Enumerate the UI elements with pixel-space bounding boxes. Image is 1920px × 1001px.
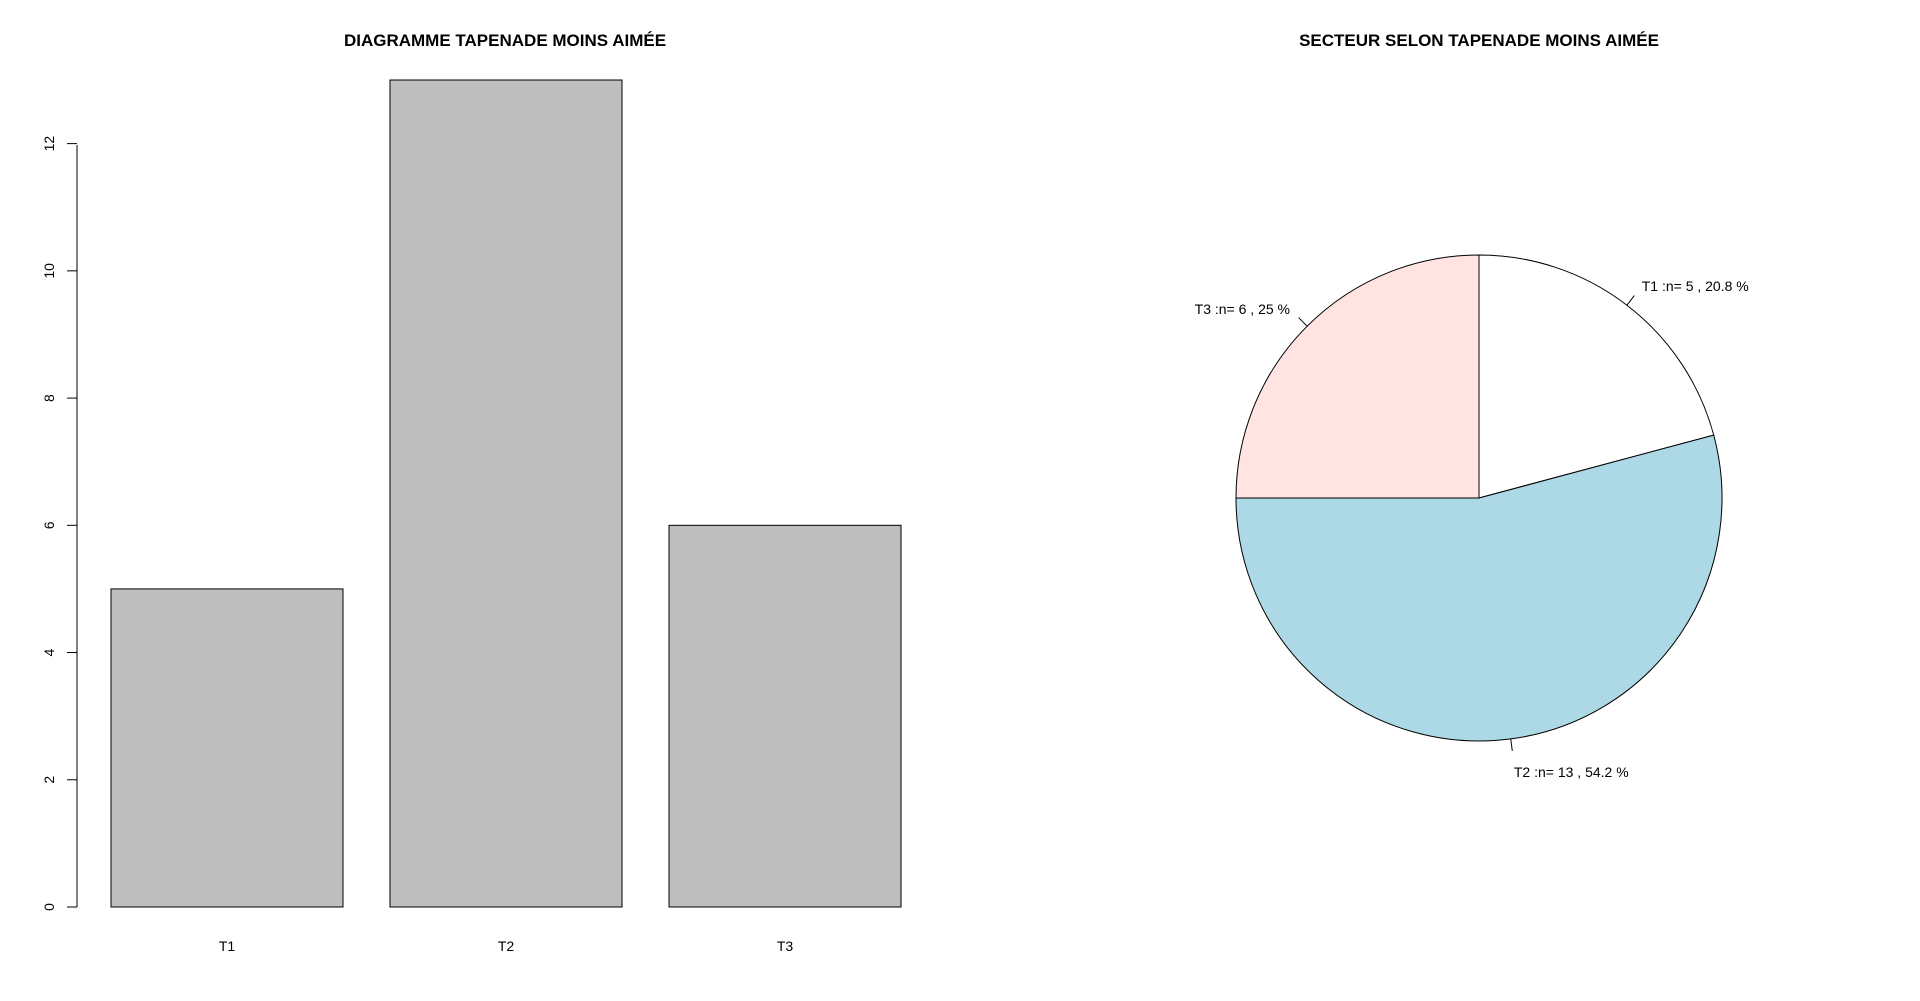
y-tick-label: 8 <box>41 394 57 402</box>
pie-slice-t3 <box>1235 254 1480 499</box>
pie-slices <box>1235 254 1723 742</box>
pie-labels: T1 :n= 5 , 20.8 % T2 :n= 13 , 54.2 % T3 :n… <box>1195 278 1749 780</box>
y-tick-label: 6 <box>41 521 57 529</box>
bar-chart-title: DIAGRAMME TAPENADE MOINS AIMÉE <box>344 31 666 50</box>
x-axis-labels: T1 T2 T3 <box>219 938 794 954</box>
bar-t3 <box>668 524 902 908</box>
bar-t1 <box>110 588 344 908</box>
x-tick-label: T1 <box>219 938 236 954</box>
pie-leader-line <box>1626 295 1635 306</box>
pie-label-t3: T3 :n= 6 , 25 % <box>1195 301 1290 317</box>
pie-chart: SECTEUR SELON TAPENADE MOINS AIMÉE T1 :n… <box>1195 31 1749 780</box>
y-tick-label: 10 <box>41 263 57 279</box>
x-tick-label: T2 <box>498 938 515 954</box>
pie-leader-line <box>1298 317 1308 327</box>
y-axis-ticks: 0 2 4 6 8 10 12 <box>41 136 77 911</box>
pie-slice-t1 <box>1478 254 1715 499</box>
pie-leader-line <box>1510 738 1513 752</box>
pie-label-t2: T2 :n= 13 , 54.2 % <box>1514 764 1629 780</box>
x-tick-label: T3 <box>777 938 794 954</box>
y-tick-label: 4 <box>41 648 57 656</box>
pie-chart-title: SECTEUR SELON TAPENADE MOINS AIMÉE <box>1299 31 1659 50</box>
y-tick-label: 0 <box>41 903 57 911</box>
bar-marks <box>110 79 902 908</box>
bar-chart: DIAGRAMME TAPENADE MOINS AIMÉE 0 2 4 6 8 10 12… <box>41 31 902 954</box>
pie-label-t1: T1 :n= 5 , 20.8 % <box>1642 278 1749 294</box>
y-tick-label: 12 <box>41 136 57 152</box>
y-tick-label: 2 <box>41 776 57 784</box>
bar-t2 <box>389 79 623 908</box>
